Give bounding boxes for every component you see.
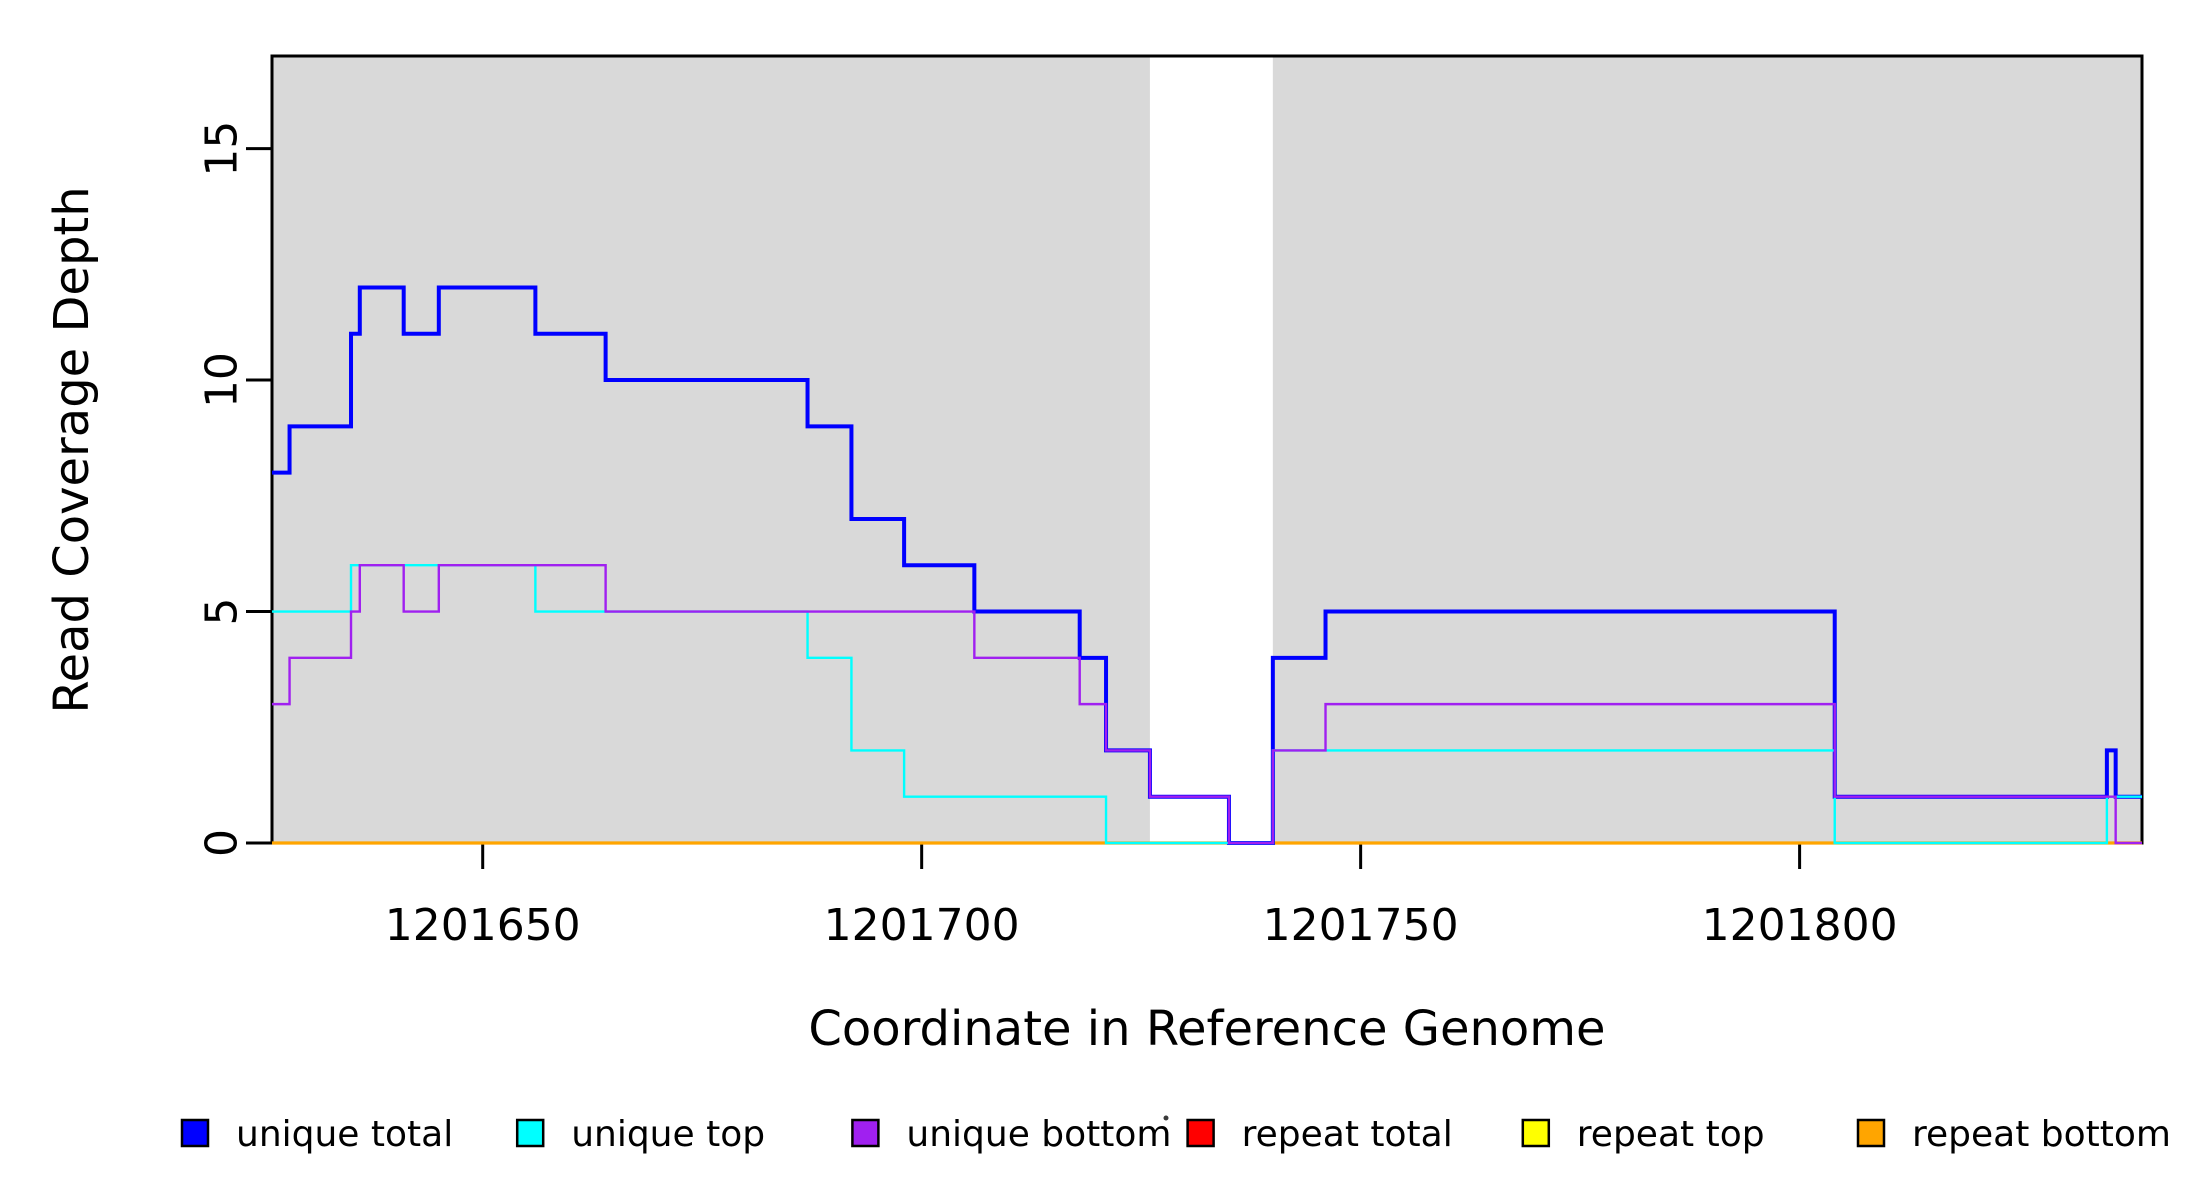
x-tick-label: 1201700 (824, 900, 1020, 951)
series-line-unique-bottom (272, 564, 2142, 845)
right-shaded-region (1272, 56, 2142, 843)
y-tick-label: 15 (197, 121, 248, 177)
x-tick-label: 1201750 (1263, 900, 1459, 951)
legend-item-repeat-top: repeat top (1521, 1114, 1765, 1155)
legend-swatch-unique-total (180, 1118, 210, 1148)
legend-swatch-repeat-top (1521, 1118, 1551, 1148)
series-line-unique-top (272, 564, 2142, 845)
y-tick-label: 10 (197, 352, 248, 408)
series-line-unique-total (272, 285, 2142, 845)
legend-label: unique bottom (906, 1114, 1171, 1155)
x-tick-label: 1201650 (385, 900, 581, 951)
axes-layer: 1201650 1201700 1201750 1201800 0 5 10 15 (197, 121, 1898, 951)
legend: unique total unique top unique bottom repea… (180, 1114, 2171, 1155)
legend-item-repeat-bottom: repeat bottom (1856, 1114, 2171, 1155)
legend-swatch-unique-top (515, 1118, 545, 1148)
legend-item-unique-total: unique total (180, 1114, 453, 1155)
left-shaded-region (272, 56, 1150, 843)
y-tick-label: 5 (197, 598, 248, 626)
legend-swatch-repeat-total (1186, 1118, 1215, 1148)
legend-label: repeat bottom (1912, 1114, 2171, 1155)
legend-item-unique-bottom: unique bottom (851, 1114, 1172, 1155)
x-axis-title: Coordinate in Reference Genome (808, 1001, 1605, 1057)
y-axis-title: Read Coverage Depth (44, 186, 100, 713)
legend-swatch-unique-bottom (851, 1118, 880, 1148)
shaded-regions-layer (272, 56, 2142, 843)
legend-label: repeat total (1242, 1114, 1453, 1155)
legend-label: unique top (571, 1114, 765, 1155)
y-tick-label: 0 (197, 829, 248, 857)
legend-label: unique total (236, 1114, 453, 1155)
stray-dot (1163, 1115, 1169, 1121)
legend-label: repeat top (1577, 1114, 1765, 1155)
legend-swatch-repeat-bottom (1856, 1118, 1886, 1148)
legend-item-unique-top: unique top (515, 1114, 765, 1155)
x-tick-label: 1201800 (1702, 900, 1898, 951)
legend-item-repeat-total: repeat total (1186, 1114, 1453, 1155)
series-lines-layer (272, 285, 2142, 845)
